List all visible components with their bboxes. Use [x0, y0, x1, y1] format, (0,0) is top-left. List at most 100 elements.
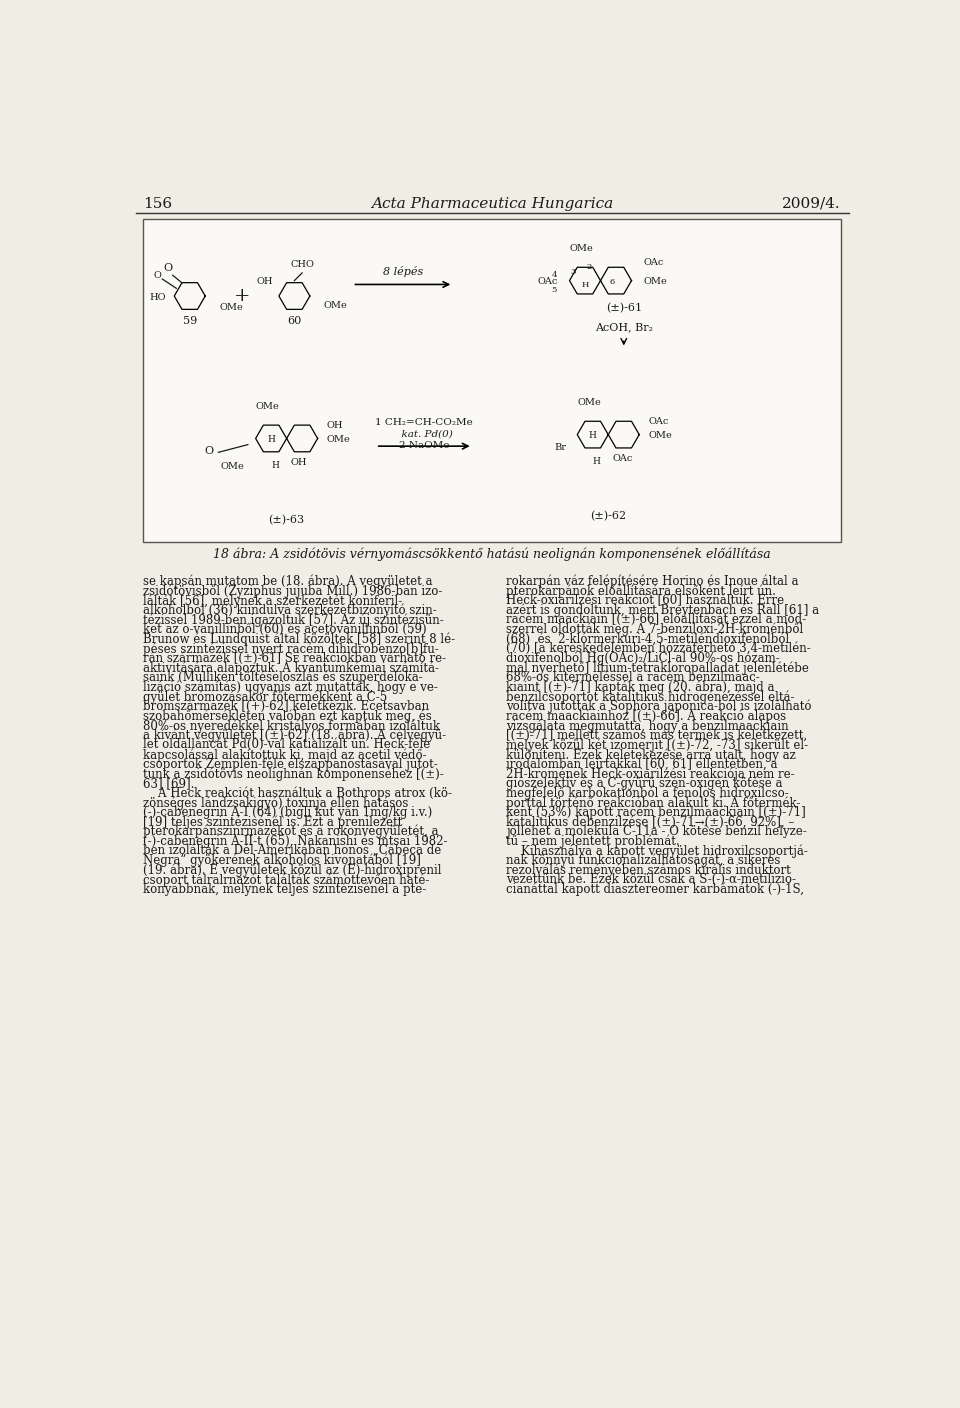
- Text: O: O: [163, 263, 173, 273]
- Text: aktivitására alapoztuk. A kvantumkémiai számítá-: aktivitására alapoztuk. A kvantumkémiai …: [143, 662, 440, 674]
- Text: OH: OH: [327, 421, 344, 429]
- Text: ben izolálták a Dél-Amerikában honos „Cabeca de: ben izolálták a Dél-Amerikában honos „Ca…: [143, 845, 442, 857]
- Text: irodalomban leírtakkal [60, 61] ellentétben, a: irodalomban leírtakkal [60, 61] ellentét…: [506, 758, 778, 770]
- Text: OMe: OMe: [577, 398, 601, 407]
- Text: Kihasználva a kapott vegyület hidroxilcsoportjá-: Kihasználva a kapott vegyület hidroxilcs…: [506, 845, 807, 857]
- Text: csoportok Zemplén-féle elszappanostásával jutot-: csoportok Zemplén-féle elszappanostásáva…: [143, 758, 438, 772]
- Text: vezettünk be. Ezek közül csak a S-(-)-α-metilizio-: vezettünk be. Ezek közül csak a S-(-)-α-…: [506, 873, 796, 886]
- Text: [19] teljes szintézisénél is. Ezt a prenilezett: [19] teljes szintézisénél is. Ezt a pren…: [143, 815, 402, 829]
- Text: O: O: [204, 446, 214, 456]
- Text: OMe: OMe: [643, 277, 667, 286]
- Text: szerrel oldották meg. A 7-benziloxi-2H-kroménből: szerrel oldották meg. A 7-benziloxi-2H-k…: [506, 622, 804, 636]
- Text: jóllehet a molekula C-11a - O kötése benzil helyze-: jóllehet a molekula C-11a - O kötése ben…: [506, 825, 806, 839]
- Text: (±)-63: (±)-63: [269, 515, 304, 525]
- Text: csoport talralrnazót találták számottevően haté-: csoport talralrnazót találták számottevő…: [143, 873, 430, 887]
- Text: dioxifenolból Hg(OAc)₂/LiCl-al 90%-os hozam-: dioxifenolból Hg(OAc)₂/LiCl-al 90%-os ho…: [506, 652, 780, 665]
- Text: (-)-cabenegrin A-I (64) (bigli kut yán 1mg/kg i.v.): (-)-cabenegrin A-I (64) (bigli kut yán 1…: [143, 805, 433, 819]
- Text: OMe: OMe: [255, 403, 279, 411]
- Text: 1 CH₂=CH-CO₂Me: 1 CH₂=CH-CO₂Me: [375, 418, 472, 428]
- Text: péses szintézissel nyert racém dihidrobenzo[b]fu-: péses szintézissel nyert racém dihidrobe…: [143, 642, 439, 656]
- Text: 6: 6: [610, 279, 614, 286]
- Text: brómszármazék [(+)-62] keletkezik. Ecetsavban: brómszármazék [(+)-62] keletkezik. Ecets…: [143, 700, 429, 712]
- Text: H: H: [271, 460, 279, 470]
- Text: Brunow és Lundquist által közöltek [58] szerint 8 lé-: Brunow és Lundquist által közöltek [58] …: [143, 632, 455, 646]
- Text: 2: 2: [587, 263, 591, 272]
- Text: tézissel 1989-ben igazoltuk [57]. Az új szintézisün-: tézissel 1989-ben igazoltuk [57]. Az új …: [143, 614, 444, 627]
- Text: alkoholból (36) kiindulva szerkezetbizonyító szin-: alkoholból (36) kiindulva szerkezetbizon…: [143, 604, 437, 617]
- Text: 60: 60: [287, 315, 301, 325]
- Text: let oldalláncát Pd(0)-val katializált ún. Heck-féle: let oldalláncát Pd(0)-val katializált ún…: [143, 738, 430, 752]
- Text: ként (53%) kapott racém benzilmaackiain [(±)-71]: ként (53%) kapott racém benzilmaackiain …: [506, 805, 805, 819]
- Text: 2009/4.: 2009/4.: [782, 197, 841, 211]
- Text: OMe: OMe: [327, 435, 350, 445]
- Text: Br: Br: [554, 444, 566, 452]
- Text: kiaint [(±)-71] kapták meg (20. ábra), majd a: kiaint [(±)-71] kapták meg (20. ábra), m…: [506, 680, 775, 694]
- Text: OMe: OMe: [649, 431, 672, 441]
- Text: 68%-os kitermeléssel a racém benzilmaac-: 68%-os kitermeléssel a racém benzilmaac-: [506, 672, 759, 684]
- Text: O: O: [153, 270, 161, 280]
- Text: tű – nem jelentett problémát.: tű – nem jelentett problémát.: [506, 835, 680, 848]
- Text: kapcsolással alakítottuk ki, majd az acetil védő-: kapcsolással alakítottuk ki, majd az ace…: [143, 748, 427, 762]
- Text: azért is gondoltunk, mert Breytenbach és Rall [61] a: azért is gondoltunk, mert Breytenbach és…: [506, 604, 819, 617]
- Text: HO: HO: [149, 293, 165, 301]
- Text: OMe: OMe: [219, 303, 243, 311]
- Text: OAc: OAc: [538, 277, 558, 286]
- Text: pterokarpánok előállítására elsőként leírt ún.: pterokarpánok előállítására elsőként leí…: [506, 584, 776, 598]
- Text: Acta Pharmaceutica Hungarica: Acta Pharmaceutica Hungarica: [371, 197, 613, 211]
- Text: a kívánt vegyületet [(±)-62] (18. ábra). A célvegyü-: a kívánt vegyületet [(±)-62] (18. ábra).…: [143, 729, 446, 742]
- Text: vizsgálata megmutatta, hogy a benzilmaackiain: vizsgálata megmutatta, hogy a benzilmaac…: [506, 719, 788, 732]
- Text: (-)-cabenegrin A-II-t (65), Nakanishi és mtsai 1982-: (-)-cabenegrin A-II-t (65), Nakanishi és…: [143, 835, 447, 848]
- Text: OMe: OMe: [221, 462, 244, 472]
- Text: A Heck reakciót használtuk a Bothrops atrox (kö-: A Heck reakciót használtuk a Bothrops at…: [143, 787, 452, 800]
- Text: OMe: OMe: [569, 245, 593, 253]
- Text: 156: 156: [143, 197, 173, 211]
- Text: H: H: [582, 280, 588, 289]
- Text: OMe: OMe: [324, 301, 348, 310]
- Text: kat. Pd(0): kat. Pd(0): [395, 429, 453, 438]
- Text: zönséges lándzsakigyó) toxinja ellen hatásos: zönséges lándzsakigyó) toxinja ellen hat…: [143, 796, 409, 810]
- Text: megfelelő karbokationból a fenolos hidroxilcso-: megfelelő karbokationból a fenolos hidro…: [506, 787, 789, 800]
- Text: mal nyerhető] lítium-tetrakloropalladat jelenlétébe: mal nyerhető] lítium-tetrakloropalladat …: [506, 662, 809, 674]
- Text: különíteni. Ezek keletekezése arra utalt, hogy az: különíteni. Ezek keletekezése arra utalt…: [506, 748, 796, 762]
- Text: AcOH, Br₂: AcOH, Br₂: [595, 322, 653, 332]
- Text: melyek közül két izomerjit [(±)-72, -73] sikerült el-: melyek közül két izomerjit [(±)-72, -73]…: [506, 738, 808, 752]
- Text: racém maackiainhoz [(±)-66]. A reakció alapos: racém maackiainhoz [(±)-66]. A reakció a…: [506, 710, 786, 722]
- Text: 59: 59: [182, 315, 197, 325]
- Text: 80%-os nyeredékkel kristályos formában izoláltuk: 80%-os nyeredékkel kristályos formában i…: [143, 719, 441, 732]
- Bar: [143, 220, 841, 542]
- Text: 2 NaOMe: 2 NaOMe: [398, 442, 449, 451]
- Text: 63] [69].: 63] [69].: [143, 777, 195, 790]
- Text: Heck-oxiarilzési reakciót [60] használtuk. Erre: Heck-oxiarilzési reakciót [60] használtu…: [506, 594, 784, 607]
- Text: gyület brómozásakor főtermékként a C-5: gyület brómozásakor főtermékként a C-5: [143, 690, 388, 704]
- Text: katalitikus debenzilzése [(±)-71→(±)-66, 92%], –: katalitikus debenzilzése [(±)-71→(±)-66,…: [506, 815, 794, 828]
- Text: nak könnyű funkcionalizálhatóságát, a sikeres: nak könnyű funkcionalizálhatóságát, a si…: [506, 853, 780, 867]
- Text: OH: OH: [291, 458, 307, 466]
- Text: OAc: OAc: [643, 258, 663, 268]
- Text: +: +: [234, 287, 251, 306]
- Text: (19. ábra). E vegyületek közül az (E)-hidroxiprenil: (19. ábra). E vegyületek közül az (E)-hi…: [143, 863, 442, 877]
- Text: 5: 5: [551, 286, 557, 294]
- Text: OAc: OAc: [649, 417, 669, 425]
- Text: ket az o-vanillinből (60) és acetovanillinből (59): ket az o-vanillinből (60) és acetovanill…: [143, 622, 427, 636]
- Text: cianáttal kapott diasztereomer karbámátok (-)-1S,: cianáttal kapott diasztereomer karbámáto…: [506, 883, 804, 897]
- Text: OAc: OAc: [612, 453, 633, 463]
- Text: OH: OH: [256, 277, 274, 286]
- Text: 4: 4: [551, 270, 557, 279]
- Text: se kapsán mutatom be (18. ábra). A vegyületet a: se kapsán mutatom be (18. ábra). A vegyü…: [143, 574, 433, 589]
- Text: pterokarpánszinrmazékot és a rokonvegyületét, a: pterokarpánszinrmazékot és a rokonvegyül…: [143, 825, 439, 839]
- Text: [(±)-71] mellett számos más termék is keletkezett,: [(±)-71] mellett számos más termék is ke…: [506, 729, 807, 742]
- Text: 3: 3: [570, 269, 576, 276]
- Text: H: H: [267, 435, 276, 445]
- Text: 2H-kromének Heck-oxiarilzési reakciója nem re-: 2H-kromének Heck-oxiarilzési reakciója n…: [506, 767, 795, 781]
- Text: 18 ábra: A zsidótövis vérnyomáscsökkentő hatású neolignán komponensének előállít: 18 ábra: A zsidótövis vérnyomáscsökkentő…: [213, 548, 771, 560]
- Text: (68)  és  2-klórmerkuri-4,5-metiléndioxifenolból: (68) és 2-klórmerkuri-4,5-metiléndioxife…: [506, 632, 789, 645]
- Text: tunk a zsidótövis neolighnán komponenséhez [(±)-: tunk a zsidótövis neolighnán komponenséh…: [143, 767, 444, 781]
- Text: porttal történő reakcióban alakult ki. A főtermék-: porttal történő reakcióban alakult ki. A…: [506, 796, 801, 810]
- Text: szobahőmérsékleten valóban ezt kaptuk meg, és: szobahőmérsékleten valóban ezt kaptuk me…: [143, 710, 432, 722]
- Text: H: H: [592, 456, 601, 466]
- Text: lizáció számítás) ugyanis azt mutatták, hogy e ve-: lizáció számítás) ugyanis azt mutatták, …: [143, 680, 438, 694]
- Text: gioszelektív és a C-gyűrű szén-oxigén kötése a: gioszelektív és a C-gyűrű szén-oxigén kö…: [506, 777, 782, 790]
- Text: Negra” gyökerének alkoholos kivonatából [19]: Negra” gyökerének alkoholos kivonatából …: [143, 853, 421, 867]
- Text: konyabbnak, melynek teljes szintézisénél a pte-: konyabbnak, melynek teljes szintézisénél…: [143, 883, 426, 897]
- Text: rezolválás reményében számos királis induktort: rezolválás reményében számos királis ind…: [506, 863, 791, 877]
